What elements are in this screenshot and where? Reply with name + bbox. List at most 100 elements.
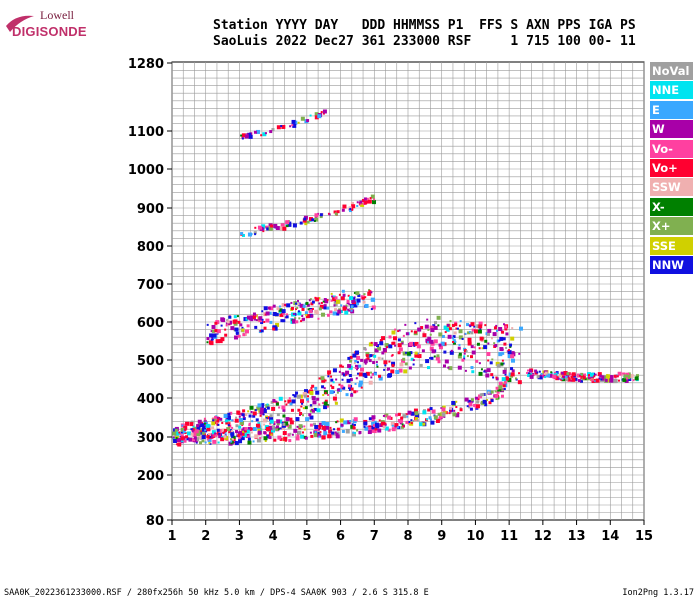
echo-point [252,312,256,316]
echo-point [236,432,240,436]
echo-point [276,422,280,426]
header-values: SaoLuis 2022 Dec27 361 233000 RSF 1 715 … [213,34,636,49]
echo-point [270,433,273,436]
echo-point [415,413,420,418]
echo-point [318,297,321,300]
echo-point [370,308,373,311]
echo-point [322,109,327,114]
echo-point [295,302,298,305]
echo-point [425,359,430,364]
echo-point [349,378,353,382]
echo-point [594,373,597,376]
echo-point [338,370,341,373]
echo-point [381,351,385,355]
echo-point [228,422,231,425]
echo-point [324,379,327,382]
echo-point [309,415,314,420]
echo-point [326,306,330,310]
echo-point [241,413,245,417]
echo-point [378,419,381,422]
echo-point [297,311,302,316]
echo-point [257,403,262,408]
echo-point [384,426,389,431]
echo-point [279,427,282,430]
echo-point [368,417,372,421]
echo-point [348,303,351,306]
echo-point [303,306,306,309]
echo-point [468,324,471,327]
echo-point [616,375,619,378]
echo-point [318,302,321,305]
legend: NoVal NNE E W Vo- Vo+ SSW X- X+ SSE NNW [650,62,693,275]
echo-point [427,328,430,331]
echo-point [301,402,304,405]
echo-point [339,310,343,314]
echo-point [364,303,369,308]
echo-point [331,295,334,298]
echo-point [498,381,503,386]
echo-point [314,217,319,222]
echo-point [502,384,506,388]
echo-point [348,388,351,391]
echo-point [218,432,221,435]
echo-point [324,299,329,304]
echo-point [449,407,454,412]
echo-point [350,309,353,312]
echo-point [301,307,305,311]
echo-point [269,419,274,424]
echo-point [510,367,514,371]
echo-point [544,376,547,379]
echo-point [260,134,263,137]
echo-point [490,399,494,403]
echo-point [287,424,292,429]
echo-point [504,325,508,329]
echo-point [327,373,330,376]
echo-point [502,369,507,374]
echo-point [309,423,313,427]
echo-point [461,337,464,340]
echo-point [273,223,278,228]
echo-point [232,438,235,441]
echo-point [501,389,504,392]
echo-point [502,362,505,365]
echo-point [388,335,392,339]
echo-point [356,298,361,303]
echo-point [438,345,443,350]
echo-point [514,377,517,380]
echo-point [300,405,303,408]
echo-point [463,349,467,353]
echo-point [400,425,404,429]
echo-point [356,372,359,375]
echo-point [320,312,325,317]
echo-point [402,357,406,361]
x-tick-label: 4 [269,529,278,544]
echo-point [429,339,434,344]
echo-point [327,375,330,378]
footer-version: Ion2Png 1.3.17 [622,588,694,598]
echo-point [359,367,364,372]
echo-point [363,359,368,364]
echo-point [314,213,319,218]
echo-point [382,347,387,352]
echo-point [370,194,375,199]
echo-point [246,133,249,136]
echo-point [353,291,356,294]
echo-point [413,408,418,413]
echo-point [370,341,373,344]
echo-point [605,377,608,380]
echo-point [341,289,345,293]
echo-point [365,352,370,357]
echo-point [322,112,325,115]
echo-point [193,436,197,440]
echo-point [617,371,622,376]
echo-point [495,377,499,381]
echo-point [297,302,300,305]
echo-point [295,320,299,324]
echo-point [344,310,349,315]
legend-item: NoVal [650,62,693,80]
echo-point [345,429,350,434]
echo-point [501,377,506,382]
echo-point [355,291,360,296]
echo-point [466,405,469,408]
echo-point [471,370,475,374]
